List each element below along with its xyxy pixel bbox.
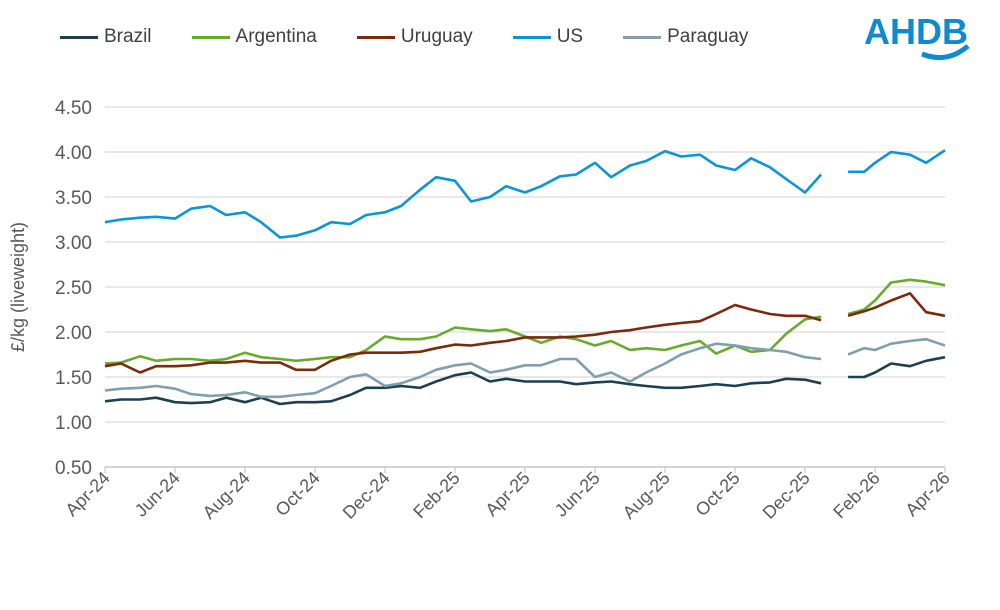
y-tick-label: 1.00	[55, 413, 92, 434]
series-line-us	[104, 149, 946, 239]
series-line-paraguay	[104, 337, 946, 399]
legend-label: Uruguay	[400, 26, 473, 47]
legend-swatch	[356, 35, 395, 39]
x-tick-label: Dec-24	[339, 468, 394, 523]
y-tick-label: 3.50	[55, 188, 92, 209]
x-tick-label: Dec-25	[759, 468, 814, 523]
legend-swatch	[191, 35, 230, 39]
y-tick-label: 0.50	[55, 458, 92, 479]
series-line-brazil	[104, 355, 946, 406]
svg-text:AHDB: AHDB	[864, 11, 968, 52]
y-tick-label: 1.50	[55, 368, 92, 389]
x-tick-label: Oct-25	[691, 468, 743, 520]
legend-swatch	[512, 35, 551, 39]
legend-item-us: US	[512, 26, 584, 48]
x-tick-label: Jun-25	[551, 468, 604, 521]
series-line-argentina	[104, 278, 946, 365]
legend-item-paraguay: Paraguay	[623, 26, 748, 48]
x-tick-label: Jun-24	[131, 468, 184, 521]
y-tick-label: 2.00	[55, 323, 92, 344]
legend-item-brazil: Brazil	[60, 26, 152, 48]
legend-label: Paraguay	[667, 26, 749, 47]
legend-label: Brazil	[104, 26, 152, 47]
y-tick-label: 3.00	[55, 233, 92, 254]
series-line-uruguay	[104, 292, 946, 374]
legend-swatch	[623, 35, 662, 39]
y-tick-label: 4.50	[55, 98, 92, 119]
x-tick-label: Apr-25	[481, 468, 533, 520]
legend-label: Argentina	[235, 26, 317, 47]
legend-swatch	[60, 35, 98, 39]
y-tick-label: 2.50	[55, 278, 92, 299]
y-tick-label: 4.00	[55, 143, 92, 164]
x-tick-label: Feb-25	[409, 468, 463, 522]
y-axis-label: £/kg (liveweight)	[8, 222, 28, 352]
ahdb-logo: AHDB	[864, 11, 970, 61]
legend-item-argentina: Argentina	[191, 26, 317, 48]
legend: Brazil Argentina Uruguay US Paraguay	[60, 26, 748, 48]
x-tick-label: Aug-25	[619, 468, 674, 523]
x-tick-label: Oct-24	[271, 468, 323, 520]
legend-item-uruguay: Uruguay	[356, 26, 473, 48]
x-tick-label: Feb-26	[829, 468, 883, 522]
x-tick-label: Aug-24	[199, 468, 254, 523]
legend-label: US	[556, 26, 584, 47]
x-tick-label: Apr-26	[901, 468, 953, 520]
